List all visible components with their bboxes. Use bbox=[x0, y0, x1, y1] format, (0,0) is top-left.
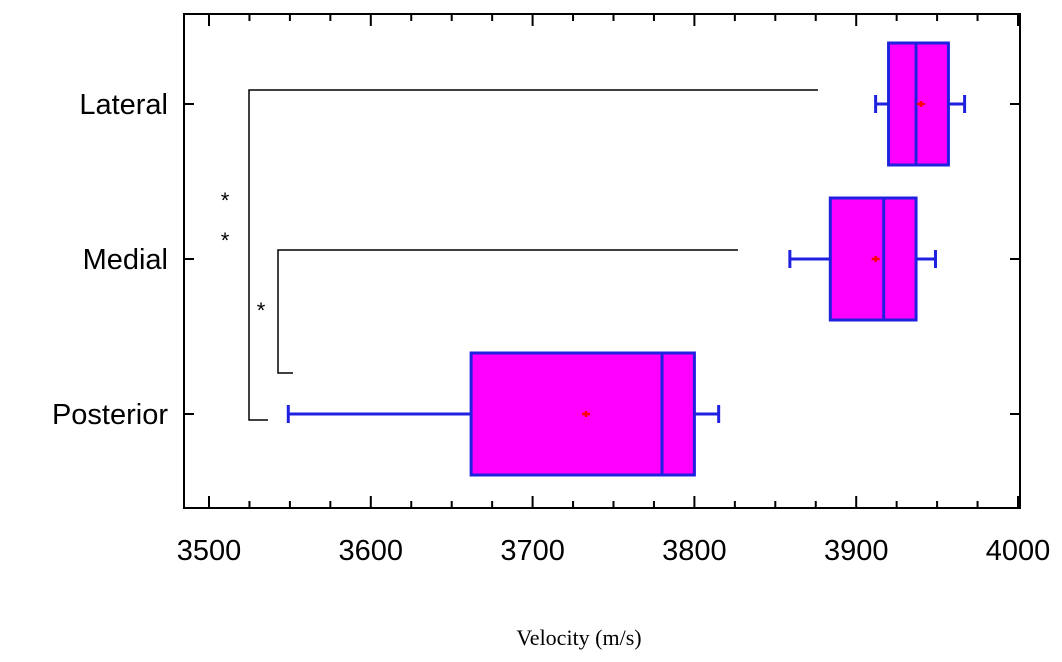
x-tick-label: 3700 bbox=[500, 535, 565, 567]
x-tick-label: 4000 bbox=[986, 535, 1051, 567]
axis-labels: 3500 3600 3700 3800 3900 4000 Lateral Medial Pos… bbox=[52, 89, 1050, 567]
x-tick-label: 3500 bbox=[177, 535, 242, 567]
y-category-label: Medial bbox=[83, 244, 168, 276]
box-medial bbox=[788, 196, 937, 322]
significance-marker: * bbox=[257, 298, 266, 323]
significance-marker: * bbox=[221, 228, 230, 253]
bracket-medial-posterior bbox=[277, 249, 738, 374]
x-tick-label: 3900 bbox=[824, 535, 889, 567]
x-tick-label: 3600 bbox=[339, 535, 404, 567]
x-axis-label: Velocity (m/s) bbox=[516, 625, 641, 650]
box-series bbox=[286, 41, 967, 477]
box-posterior bbox=[286, 351, 721, 477]
x-tick-label: 3800 bbox=[662, 535, 727, 567]
mean-marker bbox=[581, 411, 590, 417]
axis-ticks bbox=[184, 14, 1020, 508]
plot-frame bbox=[183, 13, 1021, 509]
mean-marker bbox=[916, 101, 925, 107]
iqr-box bbox=[887, 41, 950, 167]
y-category-label: Lateral bbox=[79, 89, 168, 121]
significance-brackets: * * * bbox=[221, 89, 818, 421]
mean-marker bbox=[871, 256, 880, 262]
significance-marker: * bbox=[221, 188, 230, 213]
box-lateral bbox=[874, 41, 967, 167]
y-category-label: Posterior bbox=[52, 399, 168, 431]
bracket-lateral-posterior bbox=[248, 89, 818, 421]
